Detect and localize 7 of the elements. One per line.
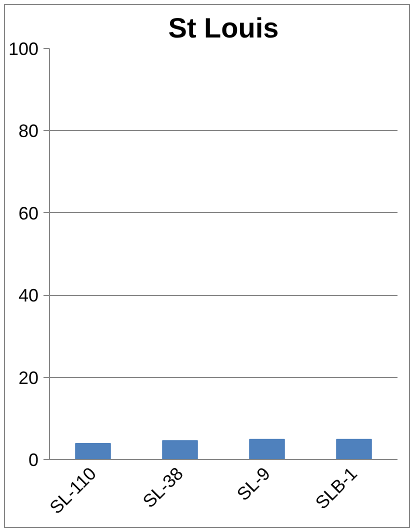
chart-title: St Louis xyxy=(168,12,279,44)
y-tick-label: 80 xyxy=(18,121,39,142)
y-tick-label: 40 xyxy=(18,286,39,306)
y-tick-label: 20 xyxy=(18,368,39,388)
y-tick-label: 0 xyxy=(28,450,39,470)
y-tick-label: 100 xyxy=(8,39,39,59)
y-tick-label: 60 xyxy=(18,203,39,224)
